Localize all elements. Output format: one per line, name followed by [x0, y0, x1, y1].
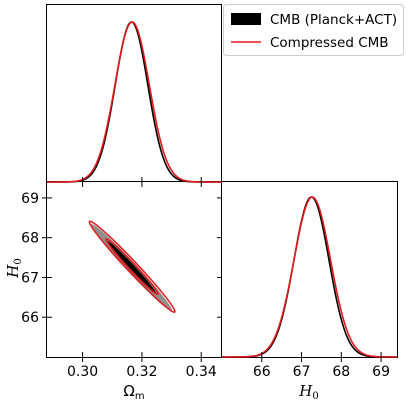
panel-h0-1d [221, 181, 398, 358]
ticklabel-h0-y-3: 69 [21, 191, 39, 207]
omega-m-posterior-layer [47, 21, 222, 183]
legend-swatch-cmb [231, 13, 261, 25]
ticklabel-h0-x-3: 69 [372, 364, 390, 380]
legend-frame [223, 4, 404, 56]
panel-omega-m-1d [46, 4, 222, 182]
ticklabel-h0-y-0: 66 [21, 310, 39, 326]
ticklabel-omega-m-0: 0.30 [67, 364, 98, 380]
ticklabel-h0-y-2: 68 [21, 231, 39, 247]
legend: CMB (Planck+ACT) Compressed CMB [223, 4, 404, 56]
contour-compressed-95 [88, 220, 176, 313]
posterior-h0-compressed [222, 196, 397, 358]
ylabel-h0: H0 [4, 258, 24, 278]
ticklabel-omega-m-1: 0.32 [126, 364, 157, 380]
xlabel-h0: H0 [298, 382, 318, 402]
tick-layer: 0.30 0.32 0.34 66 66 67 67 68 68 69 69 [21, 177, 390, 380]
ticklabel-h0-x-2: 68 [332, 364, 350, 380]
contour-compressed-68 [105, 238, 159, 296]
posterior-omega-m-cmb [47, 21, 222, 183]
contour-layer [88, 220, 176, 313]
h0-posterior-layer [222, 196, 397, 358]
legend-label-compressed: Compressed CMB [270, 35, 389, 51]
ticklabel-omega-m-2: 0.34 [186, 364, 217, 380]
ticklabel-h0-x-1: 67 [293, 364, 311, 380]
ticklabel-h0-x-0: 66 [253, 364, 271, 380]
posterior-omega-m-compressed [47, 21, 222, 183]
contour-cmb-68 [106, 240, 157, 295]
legend-label-cmb: CMB (Planck+ACT) [270, 12, 397, 28]
posterior-h0-cmb [222, 196, 397, 358]
xlabel-omega-m: Ωm [123, 382, 144, 402]
ticklabel-h0-y-1: 67 [21, 270, 39, 286]
